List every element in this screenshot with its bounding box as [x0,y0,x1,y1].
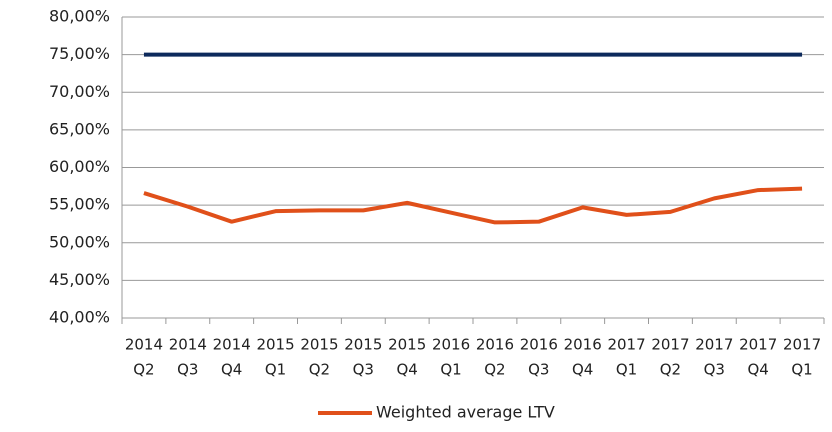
x-tick-label: Q1 [791,361,812,379]
x-tick-label: Q4 [572,361,593,379]
x-tick-label: Q4 [221,361,242,379]
x-tick-label: 2014 [213,336,251,354]
legend-label: Weighted average LTV [376,403,555,422]
x-tick-label: Q3 [528,361,549,379]
y-tick-label: 75,00% [49,44,110,63]
x-tick-label: 2017 [739,336,777,354]
x-tick-label: 2016 [432,336,470,354]
y-tick-label: 55,00% [49,195,110,214]
y-tick-label: 45,00% [49,270,110,289]
x-tick-label: Q2 [309,361,330,379]
y-tick-label: 60,00% [49,157,110,176]
x-tick-label: Q3 [177,361,198,379]
x-tick-label: Q1 [616,361,637,379]
x-tick-label: 2014 [125,336,163,354]
x-tick-label: 2015 [344,336,382,354]
y-tick-label: 40,00% [49,308,110,327]
x-tick-label: Q2 [133,361,154,379]
series-line [143,186,803,225]
x-tick-label: Q2 [660,361,681,379]
y-tick-label: 80,00% [49,7,110,26]
x-tick-label: Q4 [748,361,769,379]
x-tick-label: Q1 [440,361,461,379]
x-tick-label: 2017 [695,336,733,354]
x-tick-label: 2016 [520,336,558,354]
x-tick-label: 2017 [651,336,689,354]
x-tick-label: 2015 [300,336,338,354]
x-tick-label: Q1 [265,361,286,379]
x-tick-label: Q3 [704,361,725,379]
x-tick-label: 2017 [607,336,645,354]
y-tick-label: 70,00% [49,82,110,101]
x-tick-label: 2017 [783,336,821,354]
x-tick-label: 2014 [169,336,207,354]
x-tick-label: 2016 [564,336,602,354]
x-tick-label: Q4 [397,361,418,379]
x-tick-label: Q2 [484,361,505,379]
x-tick-label: 2015 [256,336,294,354]
x-tick-label: 2016 [476,336,514,354]
y-tick-label: 65,00% [49,119,110,138]
y-tick-label: 50,00% [49,232,110,251]
x-tick-label: 2015 [388,336,426,354]
x-tick-label: Q3 [353,361,374,379]
